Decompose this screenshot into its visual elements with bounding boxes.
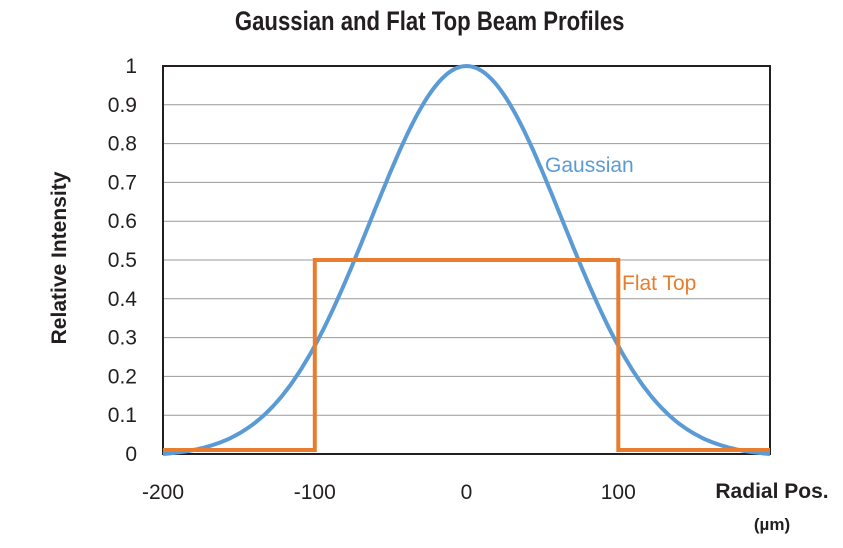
y-axis-label: Relative Intensity [48, 171, 71, 344]
chart-title: Gaussian and Flat Top Beam Profiles [234, 6, 625, 36]
x-tick-label: -100 [294, 481, 336, 504]
series-line-flat-top [163, 258, 770, 452]
y-tick-label: 0.8 [108, 133, 137, 156]
series-layer [162, 63, 771, 456]
series-label-flat-top: Flat Top [622, 272, 696, 295]
y-tick-label: 0.5 [108, 249, 137, 272]
y-tick-label: 0.7 [108, 171, 137, 194]
y-tick-labels: 0 0.1 0.2 0.3 0.4 0.5 0.6 0.7 0.8 0.9 1 [108, 55, 138, 466]
y-tick-label: 0.4 [108, 288, 138, 311]
y-tick-label: 0.9 [108, 94, 137, 117]
y-tick-label: 0.3 [108, 327, 137, 350]
x-tick-labels: -200 -100 0 100 [142, 481, 636, 504]
y-tick-label: 0.1 [108, 404, 137, 427]
x-tick-label: 0 [461, 481, 473, 504]
series-label-gaussian: Gaussian [545, 154, 634, 177]
y-tick-label: 0 [125, 443, 137, 466]
x-axis-label: Radial Pos. [715, 480, 828, 503]
x-tick-label: 100 [601, 481, 636, 504]
y-tick-label: 0.2 [108, 365, 137, 388]
y-tick-label: 1 [125, 55, 137, 78]
x-axis-unit-label: (µm) [754, 515, 790, 534]
series-line-gaussian [162, 63, 771, 456]
x-tick-label: -200 [142, 481, 184, 504]
y-tick-label: 0.6 [108, 210, 137, 233]
